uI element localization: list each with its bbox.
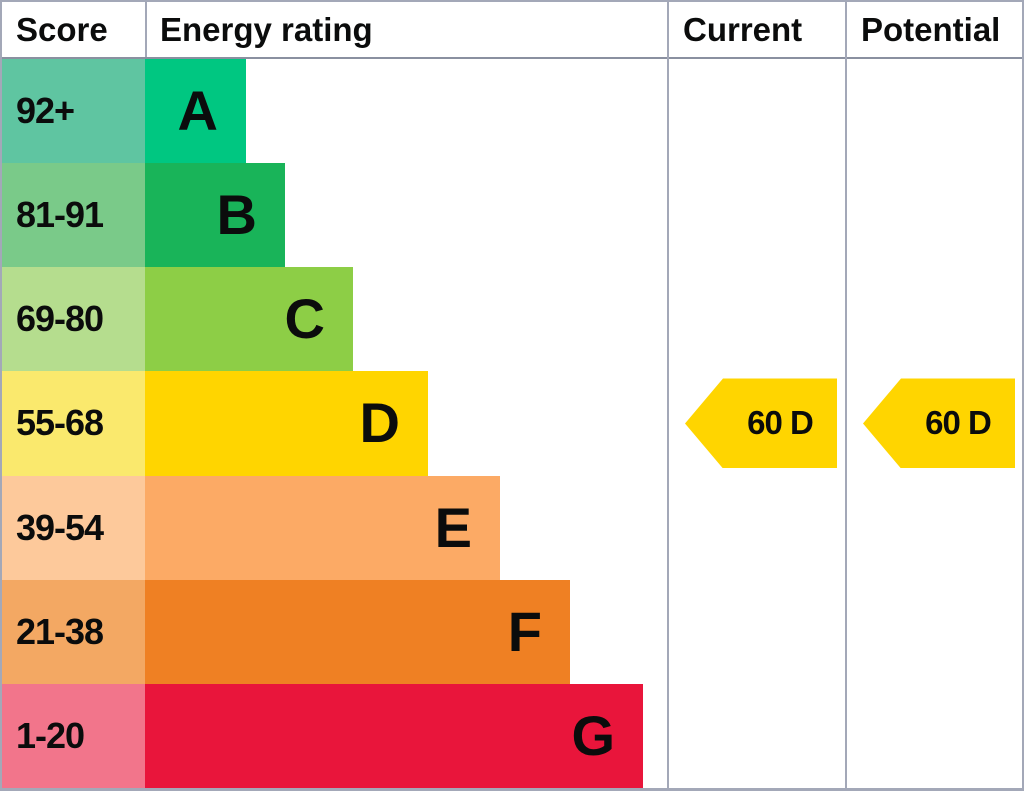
band-row-e: 39-54 E [2,475,667,580]
band-row-g: 1-20 G [2,683,667,788]
potential-rating-arrow: 60 D [863,378,1015,469]
band-bar-a: A [145,59,246,164]
band-row-a: 92+ A [2,59,667,164]
score-range-d: 55-68 [2,371,145,476]
band-bar-f: F [145,579,570,684]
band-row-c: 69-80 C [2,267,667,372]
current-column: Current 60 D [667,2,845,788]
score-range-a: 92+ [2,59,145,164]
band-bar-c: C [145,267,353,372]
band-bar-e: E [145,475,500,580]
band-row-b: 81-91 B [2,163,667,268]
potential-column-body: 60 D [847,59,1022,788]
band-rows: 92+ A 81-91 B 69-80 C 55-68 D 39-54 E 21… [2,59,667,788]
potential-column: Potential 60 D [845,2,1022,788]
current-rating-arrow: 60 D [685,378,837,469]
potential-arrow-slot: 60 D [847,371,1022,475]
band-bar-g: G [145,683,643,788]
score-range-b: 81-91 [2,163,145,268]
band-bar-b: B [145,163,285,268]
score-column-header: Score [16,10,108,48]
band-bar-d: D [145,371,428,476]
score-range-e: 39-54 [2,475,145,580]
score-range-g: 1-20 [2,683,145,788]
band-row-f: 21-38 F [2,579,667,684]
band-row-d: 55-68 D [2,371,667,476]
score-range-f: 21-38 [2,579,145,684]
potential-column-header: Potential [847,2,1022,59]
score-range-c: 69-80 [2,267,145,372]
energy-rating-column-header: Energy rating [145,2,667,57]
header-row: Score Energy rating [2,2,667,59]
current-column-body: 60 D [669,59,845,788]
current-arrow-slot: 60 D [669,371,845,475]
energy-rating-column: Score Energy rating 92+ A 81-91 B 69-80 … [2,2,667,788]
current-column-header: Current [669,2,845,59]
